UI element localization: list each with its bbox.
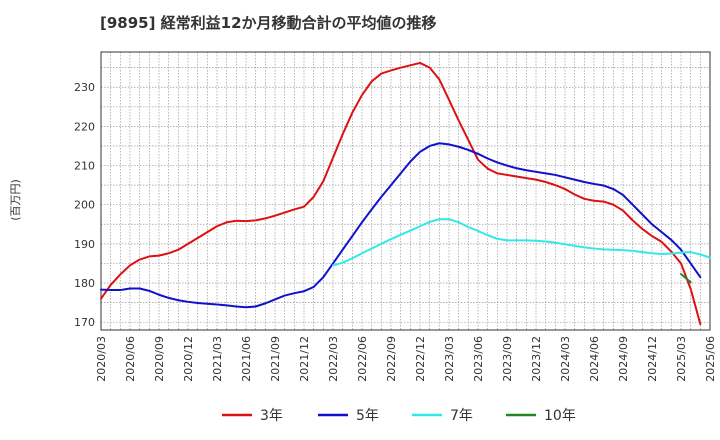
x-tick-label: 2024/03 [559, 336, 572, 382]
legend-label: 10年 [544, 408, 576, 424]
x-tick-label: 2020/09 [153, 336, 166, 382]
x-tick-label: 2021/12 [298, 336, 311, 382]
x-tick-label: 2023/03 [443, 336, 456, 382]
y-tick-label: 210 [74, 160, 95, 173]
x-tick-label: 2020/12 [182, 336, 195, 382]
x-tick-label: 2021/03 [211, 336, 224, 382]
x-tick-label: 2020/03 [95, 336, 108, 382]
x-tick-label: 2023/09 [501, 336, 514, 382]
y-tick-label: 170 [74, 316, 95, 329]
series-line-5年 [100, 142, 702, 309]
x-tick-label: 2024/12 [646, 336, 659, 382]
x-tick-label: 2022/09 [385, 336, 398, 382]
x-tick-label: 2022/12 [414, 336, 427, 382]
legend-label: 3年 [260, 408, 283, 424]
y-tick-label: 220 [74, 120, 95, 133]
x-tick-label: 2021/06 [240, 336, 253, 382]
y-tick-label: 190 [74, 238, 95, 251]
chart-title: [9895] 経常利益12か月移動合計の平均値の推移 [100, 14, 437, 32]
x-tick-label: 2025/03 [675, 336, 688, 382]
series-line-10年 [680, 273, 692, 284]
x-tick-label: 2022/06 [356, 336, 369, 382]
legend-label: 5年 [356, 408, 379, 424]
plot-frame [100, 51, 711, 331]
series-line-7年 [332, 218, 711, 267]
legend-label: 7年 [450, 408, 473, 424]
y-tick-label: 200 [74, 199, 95, 212]
x-tick-label: 2023/12 [530, 336, 543, 382]
x-tick-label: 2024/09 [617, 336, 630, 382]
x-tick-label: 2025/06 [704, 336, 717, 382]
x-tick-label: 2022/03 [327, 336, 340, 382]
x-tick-label: 2021/09 [269, 336, 282, 382]
y-tick-label: 230 [74, 81, 95, 94]
x-tick-label: 2024/06 [588, 336, 601, 382]
x-tick-label: 2023/06 [472, 336, 485, 382]
series-line-3年 [100, 61, 702, 326]
y-tick-label: 180 [74, 277, 95, 290]
x-tick-label: 2020/06 [124, 336, 137, 382]
plot-area [101, 52, 710, 330]
